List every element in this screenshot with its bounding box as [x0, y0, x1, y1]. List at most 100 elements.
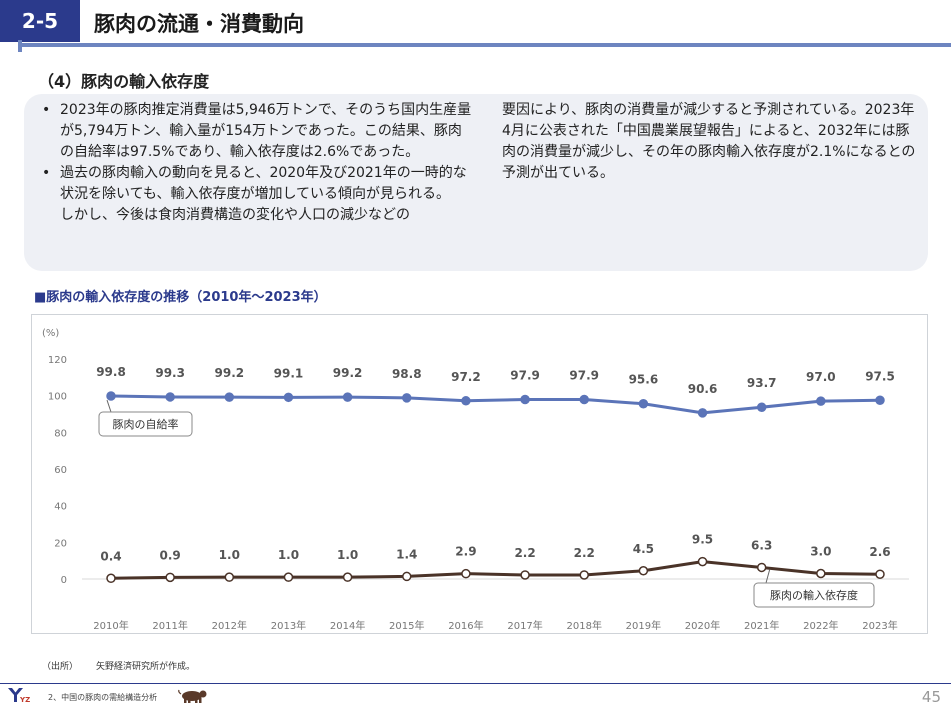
- x-tick-label: 2020年: [685, 619, 720, 632]
- section-badge: 2-5: [0, 0, 80, 42]
- data-point: [816, 568, 826, 579]
- legend-self-sufficiency-text: 豚肉の自給率: [113, 417, 179, 431]
- section-title: （4）豚肉の輸入依存度: [38, 72, 210, 91]
- x-tick-label: 2019年: [626, 619, 661, 632]
- company-logo-icon: YZ: [8, 688, 30, 703]
- data-point: [756, 562, 767, 573]
- chart-frame: (%) 0 20 40 60 80 100 120 2010年 2011年 2012年 2013年 20…: [31, 314, 928, 634]
- data-label: 2.2: [514, 546, 535, 560]
- data-point: [402, 393, 412, 403]
- page-title: 豚肉の流通・消費動向: [94, 12, 304, 36]
- series-line-1: [110, 394, 881, 415]
- pig-icon: [178, 689, 207, 703]
- data-label: 2.9: [455, 545, 476, 559]
- logo-text: YZ: [19, 696, 30, 703]
- data-point: [520, 394, 530, 405]
- data-point: [283, 392, 294, 403]
- page-number: 45: [921, 688, 941, 705]
- footer-chapter: 2、中国の豚肉の需給構造分析: [48, 693, 158, 702]
- data-label: 99.3: [155, 366, 185, 380]
- bullet-1: 2023年の豚肉推定消費量は5,946万トンで、そのうち国内生産量が5,794万…: [40, 100, 472, 163]
- chart-title: ■豚肉の輸入依存度の推移（2010年～2023年）: [34, 290, 327, 305]
- legend-import-dependency-leader: [765, 569, 771, 584]
- data-label: 90.6: [688, 382, 718, 396]
- data-point: [579, 394, 589, 405]
- y-tick-label: 0: [61, 575, 67, 586]
- data-label: 99.8: [96, 365, 126, 379]
- y-tick-label: 40: [54, 502, 67, 513]
- data-label: 99.2: [215, 366, 245, 380]
- data-label: 97.9: [569, 369, 599, 383]
- x-tick-label: 2014年: [330, 619, 365, 632]
- source-label: （出所）: [42, 662, 79, 672]
- data-point: [697, 556, 708, 567]
- header-divider: [22, 43, 951, 47]
- y-tick-label: 20: [54, 538, 67, 549]
- data-label: 97.5: [865, 369, 895, 383]
- data-label: 97.0: [806, 370, 836, 384]
- data-point: [224, 392, 235, 402]
- y-tick-label: 80: [54, 428, 67, 439]
- data-point: [638, 398, 649, 409]
- data-point: [165, 392, 175, 402]
- data-label: 9.5: [692, 533, 713, 547]
- data-point: [638, 566, 649, 576]
- x-tick-label: 2017年: [507, 619, 542, 632]
- summary-right-column: 要因により、豚肉の消費量が減少すると予測されている。2023年4月に公表された「…: [502, 102, 916, 181]
- data-point: [165, 572, 175, 583]
- data-label: 1.0: [219, 548, 240, 562]
- data-point: [461, 396, 471, 406]
- data-label: 0.4: [100, 549, 121, 563]
- legend-self-sufficiency-box: [98, 411, 193, 437]
- data-point: [342, 572, 353, 582]
- y-tick-label: 120: [48, 355, 67, 366]
- data-point: [283, 572, 294, 582]
- y-axis-unit-label: (%): [42, 328, 59, 339]
- x-tick-label: 2015年: [389, 619, 424, 632]
- legend-self-sufficiency-leader: [106, 399, 112, 413]
- x-tick-label: 2016年: [448, 619, 483, 632]
- data-point: [579, 570, 589, 580]
- source-note: （出所） 矢野経済研究所が作成。: [42, 659, 213, 672]
- data-label: 99.2: [333, 366, 363, 380]
- data-label: 1.0: [337, 548, 358, 562]
- x-tick-label: 2012年: [212, 619, 247, 632]
- data-label: 1.0: [278, 548, 299, 562]
- data-label: 1.4: [396, 547, 417, 561]
- x-tick-label: 2022年: [803, 619, 838, 632]
- line-chart: (%) 0 20 40 60 80 100 120 2010年 2011年 2012年 2013年 20…: [42, 328, 909, 632]
- data-point: [342, 392, 353, 402]
- y-tick-label: 60: [54, 465, 67, 476]
- data-label: 2.6: [869, 545, 890, 559]
- data-label: 3.0: [810, 545, 831, 559]
- data-point: [875, 395, 885, 405]
- footer-divider: [0, 683, 951, 684]
- data-point: [402, 571, 412, 582]
- data-point: [224, 572, 235, 582]
- x-tick-label: 2013年: [271, 619, 306, 632]
- source-text: 矢野経済研究所が作成。: [96, 662, 196, 672]
- data-label: 97.9: [510, 369, 540, 383]
- data-label: 93.7: [747, 376, 777, 390]
- data-point: [756, 402, 767, 412]
- summary-left-column: 2023年の豚肉推定消費量は5,946万トンで、そのうち国内生産量が5,794万…: [40, 100, 472, 226]
- x-tick-label: 2011年: [152, 619, 187, 632]
- data-label: 97.2: [451, 370, 481, 384]
- header-tick: [18, 40, 22, 52]
- data-point: [816, 396, 826, 406]
- x-tick-label: 2018年: [567, 619, 602, 632]
- data-point: [106, 573, 116, 584]
- data-label: 98.8: [392, 367, 422, 381]
- y-tick-label: 100: [48, 392, 67, 403]
- series-line-2: [110, 560, 881, 580]
- bullet-2-continuation: しかし、今後は食肉消費構造の変化や人口の減少などの: [60, 207, 410, 223]
- x-tick-label: 2023年: [862, 619, 897, 632]
- data-point: [106, 391, 116, 401]
- data-point: [697, 408, 708, 418]
- data-label: 4.5: [633, 542, 654, 556]
- data-label: 99.1: [274, 366, 304, 380]
- bullet-2: 過去の豚肉輸入の動向を見ると、2020年及び2021年の一時的な状況を除いても、…: [40, 163, 472, 205]
- data-point: [520, 570, 530, 580]
- data-label: 95.6: [629, 373, 659, 387]
- x-tick-label: 2010年: [93, 619, 128, 632]
